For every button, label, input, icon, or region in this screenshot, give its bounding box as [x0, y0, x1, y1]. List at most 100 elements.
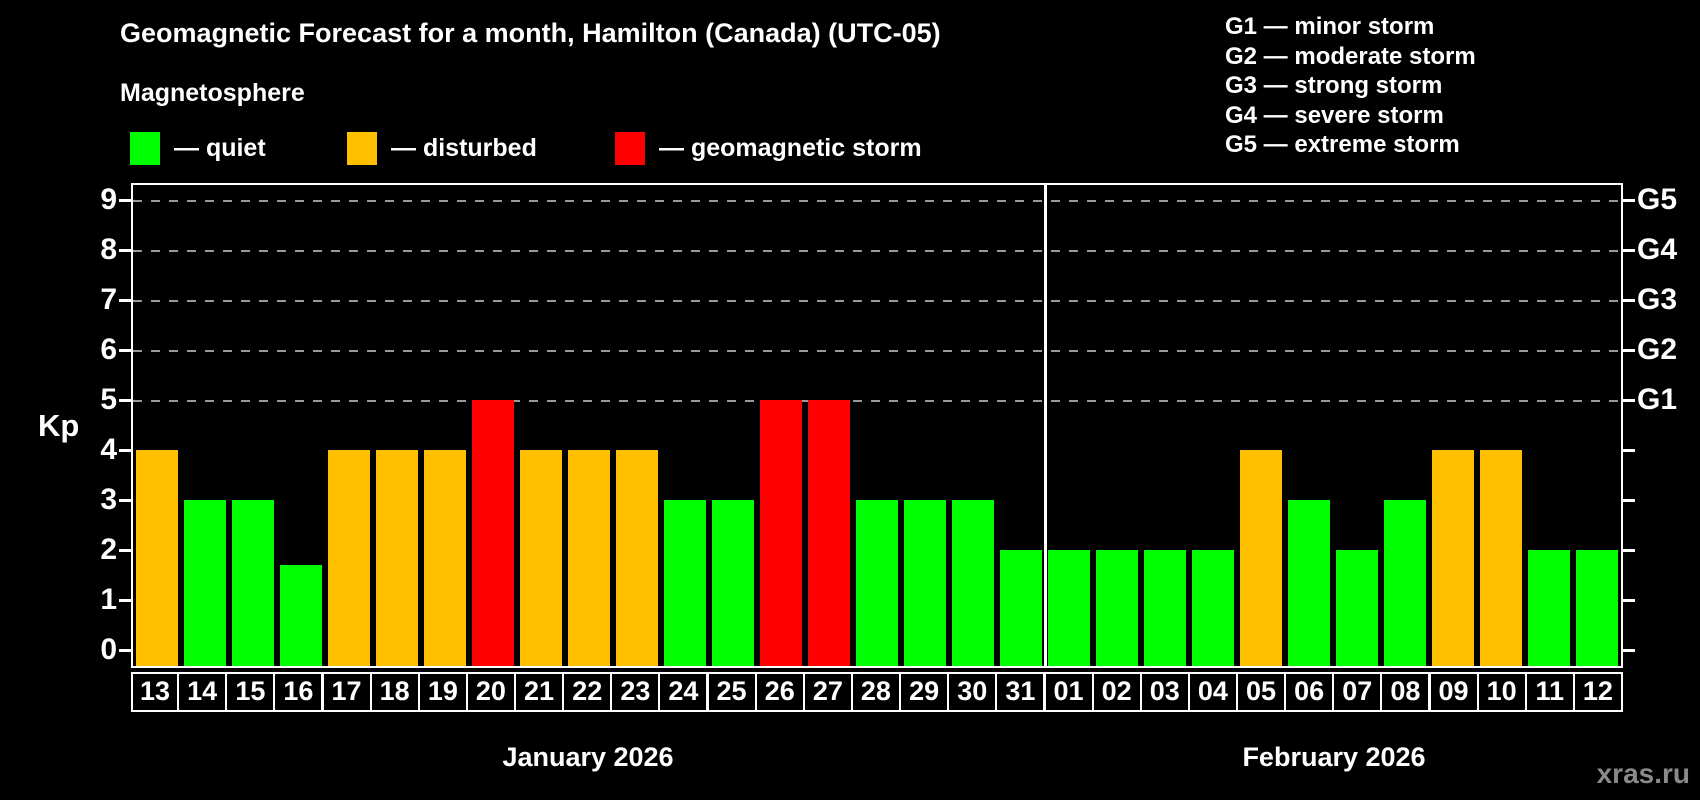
day-cell-05: 05	[1236, 672, 1287, 712]
kp-bar-day-11	[1528, 550, 1570, 666]
magnetosphere-label: Magnetosphere	[120, 79, 305, 107]
page-title: Geomagnetic Forecast for a month, Hamilt…	[120, 18, 941, 48]
y-tick-label-7: 7	[100, 282, 117, 316]
legend-item-storm: — geomagnetic storm	[615, 130, 922, 166]
y-tick-label-9: 9	[100, 182, 117, 216]
day-cell-27: 27	[802, 672, 853, 712]
kp-bar-day-01	[1048, 550, 1090, 666]
y-axis-tick-0	[119, 648, 131, 652]
day-cell-11: 11	[1524, 672, 1575, 712]
day-cell-08: 08	[1380, 672, 1431, 712]
y-axis-tick-4	[119, 448, 131, 452]
kp-bar-day-29	[904, 500, 946, 666]
day-cell-01: 01	[1043, 672, 1094, 712]
chart-plot-area: 0 1 2 3 4 5 6 7 8 9 G1 G2 G3 G4 G5	[100, 183, 1677, 668]
g-axis-label-G4: G4	[1637, 232, 1678, 266]
right-axis-tick-3	[1623, 498, 1635, 502]
month-label-february: February 2026	[1242, 742, 1426, 772]
g1-legend-line: G1 — minor storm	[1225, 13, 1435, 40]
y-axis-tick-3	[119, 498, 131, 502]
day-cell-10: 10	[1476, 672, 1527, 712]
legend-item-disturbed: — disturbed	[347, 130, 537, 166]
disturbed-color-swatch	[347, 131, 377, 165]
g5-legend-line: G5 — extreme storm	[1225, 131, 1460, 158]
kp-bar-day-02	[1096, 550, 1138, 666]
y-axis-tick-9	[119, 198, 131, 202]
y-axis-title: Kp	[38, 408, 80, 443]
day-cell-09: 09	[1428, 672, 1479, 712]
day-cell-23: 23	[610, 672, 661, 712]
day-cell-12: 12	[1572, 672, 1623, 712]
day-cell-29: 29	[899, 672, 950, 712]
storm-label: — geomagnetic storm	[659, 133, 922, 162]
y-axis-tick-8	[119, 248, 131, 252]
kp-bar-day-20	[472, 400, 514, 666]
day-cell-22: 22	[562, 672, 613, 712]
right-axis-tick-4	[1623, 448, 1635, 452]
y-tick-label-1: 1	[100, 582, 117, 616]
month-label-january: January 2026	[502, 742, 674, 772]
right-axis-tick-5	[1623, 398, 1635, 402]
kp-bar-day-05	[1240, 450, 1282, 666]
day-cell-17: 17	[321, 672, 372, 712]
day-cell-16: 16	[273, 672, 324, 712]
disturbed-label: — disturbed	[391, 133, 537, 162]
day-cell-02: 02	[1091, 672, 1142, 712]
kp-bar-day-24	[664, 500, 706, 666]
kp-bar-day-26	[760, 400, 802, 666]
g2-legend-line: G2 — moderate storm	[1225, 42, 1476, 70]
legend-item-quiet: — quiet	[130, 130, 266, 166]
kp-bar-day-31	[1000, 550, 1042, 666]
day-cell-30: 30	[947, 672, 998, 712]
day-cell-18: 18	[369, 672, 420, 712]
y-axis-tick-7	[119, 298, 131, 302]
y-tick-label-4: 4	[100, 432, 117, 466]
y-tick-label-2: 2	[100, 532, 117, 566]
kp-bar-day-16	[280, 565, 322, 666]
kp-bar-day-08	[1384, 500, 1426, 666]
day-cell-20: 20	[465, 672, 516, 712]
right-axis-tick-8	[1623, 248, 1635, 252]
day-cell-28: 28	[850, 672, 901, 712]
kp-bar-day-12	[1576, 550, 1618, 666]
y-axis-tick-5	[119, 398, 131, 402]
day-cell-24: 24	[658, 672, 709, 712]
g3-legend-line: G3 — strong storm	[1225, 72, 1443, 99]
kp-bar-day-28	[856, 500, 898, 666]
day-cell-04: 04	[1187, 672, 1238, 712]
day-cell-25: 25	[706, 672, 757, 712]
y-axis-tick-1	[119, 598, 131, 602]
y-tick-label-6: 6	[100, 332, 117, 366]
g4-legend-line: G4 — severe storm	[1225, 101, 1444, 129]
watermark: xras.ru	[1596, 758, 1690, 789]
y-axis-tick-2	[119, 548, 131, 552]
day-cell-14: 14	[177, 672, 228, 712]
day-cell-03: 03	[1139, 672, 1190, 712]
g-axis-label-G1: G1	[1637, 382, 1678, 416]
kp-bar-day-25	[712, 500, 754, 666]
y-tick-label-0: 0	[100, 632, 117, 666]
kp-bar-day-15	[232, 500, 274, 666]
gridline-kp7	[133, 299, 1621, 302]
storm-color-swatch	[615, 131, 645, 165]
right-axis-tick-2	[1623, 548, 1635, 552]
kp-bar-day-23	[616, 450, 658, 666]
kp-bar-day-13	[136, 450, 178, 666]
kp-bar-day-14	[184, 500, 226, 666]
y-tick-label-3: 3	[100, 482, 117, 516]
gridline-kp8	[133, 249, 1621, 252]
day-cell-15: 15	[225, 672, 276, 712]
day-cell-06: 06	[1284, 672, 1335, 712]
kp-bar-day-19	[424, 450, 466, 666]
g-scale-legend: G1 — minor storm G2 — moderate storm G3 …	[1225, 12, 1476, 160]
kp-bar-day-09	[1432, 450, 1474, 666]
right-axis-tick-0	[1623, 648, 1635, 652]
day-cell-07: 07	[1332, 672, 1383, 712]
g-axis-label-G3: G3	[1637, 282, 1678, 316]
day-cell-21: 21	[514, 672, 565, 712]
gridline-kp9	[133, 199, 1621, 202]
kp-bar-day-30	[952, 500, 994, 666]
month-divider-line	[1043, 185, 1047, 666]
right-axis-tick-9	[1623, 198, 1635, 202]
